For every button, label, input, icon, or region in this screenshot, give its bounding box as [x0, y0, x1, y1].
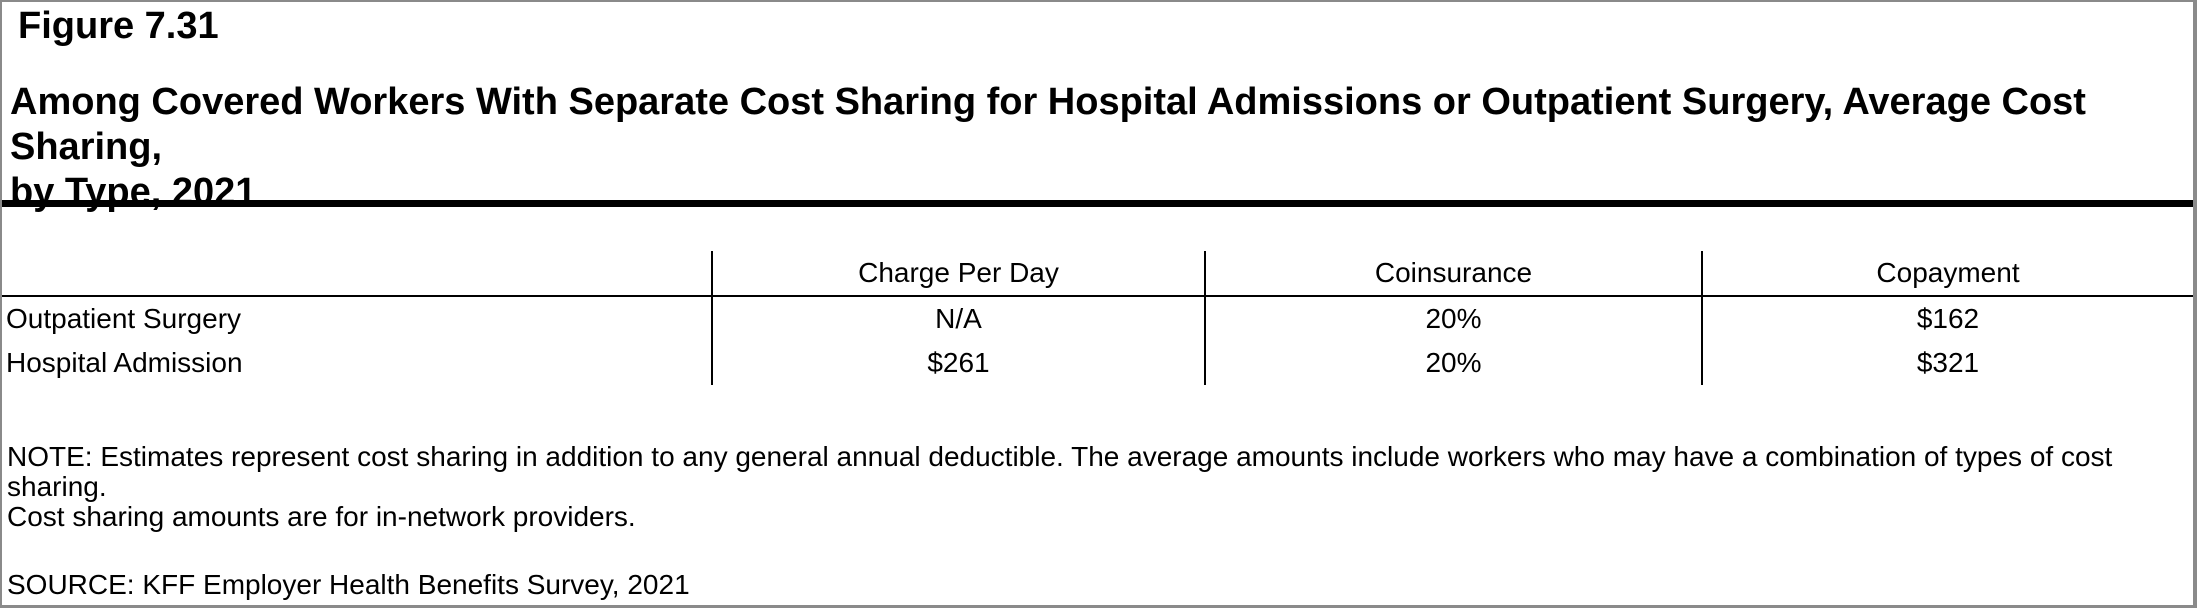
- table-header-row: Charge Per Day Coinsurance Copayment: [2, 251, 2193, 297]
- title-divider-rule: [2, 200, 2193, 207]
- figure-number: Figure 7.31: [18, 5, 219, 47]
- col-header-empty: [2, 251, 712, 297]
- figure-title: Among Covered Workers With Separate Cost…: [10, 80, 2170, 215]
- cost-sharing-table: Charge Per Day Coinsurance Copayment Out…: [2, 251, 2193, 385]
- note-line2: Cost sharing amounts are for in-network …: [7, 501, 636, 532]
- table-row-outpatient-surgery: Outpatient Surgery N/A 20% $162: [2, 296, 2193, 341]
- col-header-charge-per-day: Charge Per Day: [711, 251, 1205, 297]
- figure-title-line1: Among Covered Workers With Separate Cost…: [10, 81, 2086, 168]
- note-line1: NOTE: Estimates represent cost sharing i…: [7, 441, 2113, 502]
- source-text: SOURCE: KFF Employer Health Benefits Sur…: [7, 569, 690, 600]
- col-header-coinsurance: Coinsurance: [1204, 251, 1702, 297]
- figure-title-line2: by Type, 2021: [10, 171, 257, 213]
- cell-hospital-copayment: $321: [1701, 341, 2193, 385]
- cell-outpatient-charge-per-day: N/A: [711, 296, 1205, 341]
- cell-outpatient-copayment: $162: [1701, 296, 2193, 341]
- table-row-hospital-admission: Hospital Admission $261 20% $321: [2, 341, 2193, 385]
- row-label-hospital-admission: Hospital Admission: [6, 347, 243, 378]
- col-header-copayment: Copayment: [1701, 251, 2193, 297]
- cell-outpatient-coinsurance: 20%: [1204, 296, 1702, 341]
- cell-hospital-coinsurance: 20%: [1204, 341, 1702, 385]
- note-text: NOTE: Estimates represent cost sharing i…: [7, 442, 2177, 532]
- row-label-outpatient-surgery: Outpatient Surgery: [6, 303, 242, 334]
- cell-hospital-charge-per-day: $261: [711, 341, 1205, 385]
